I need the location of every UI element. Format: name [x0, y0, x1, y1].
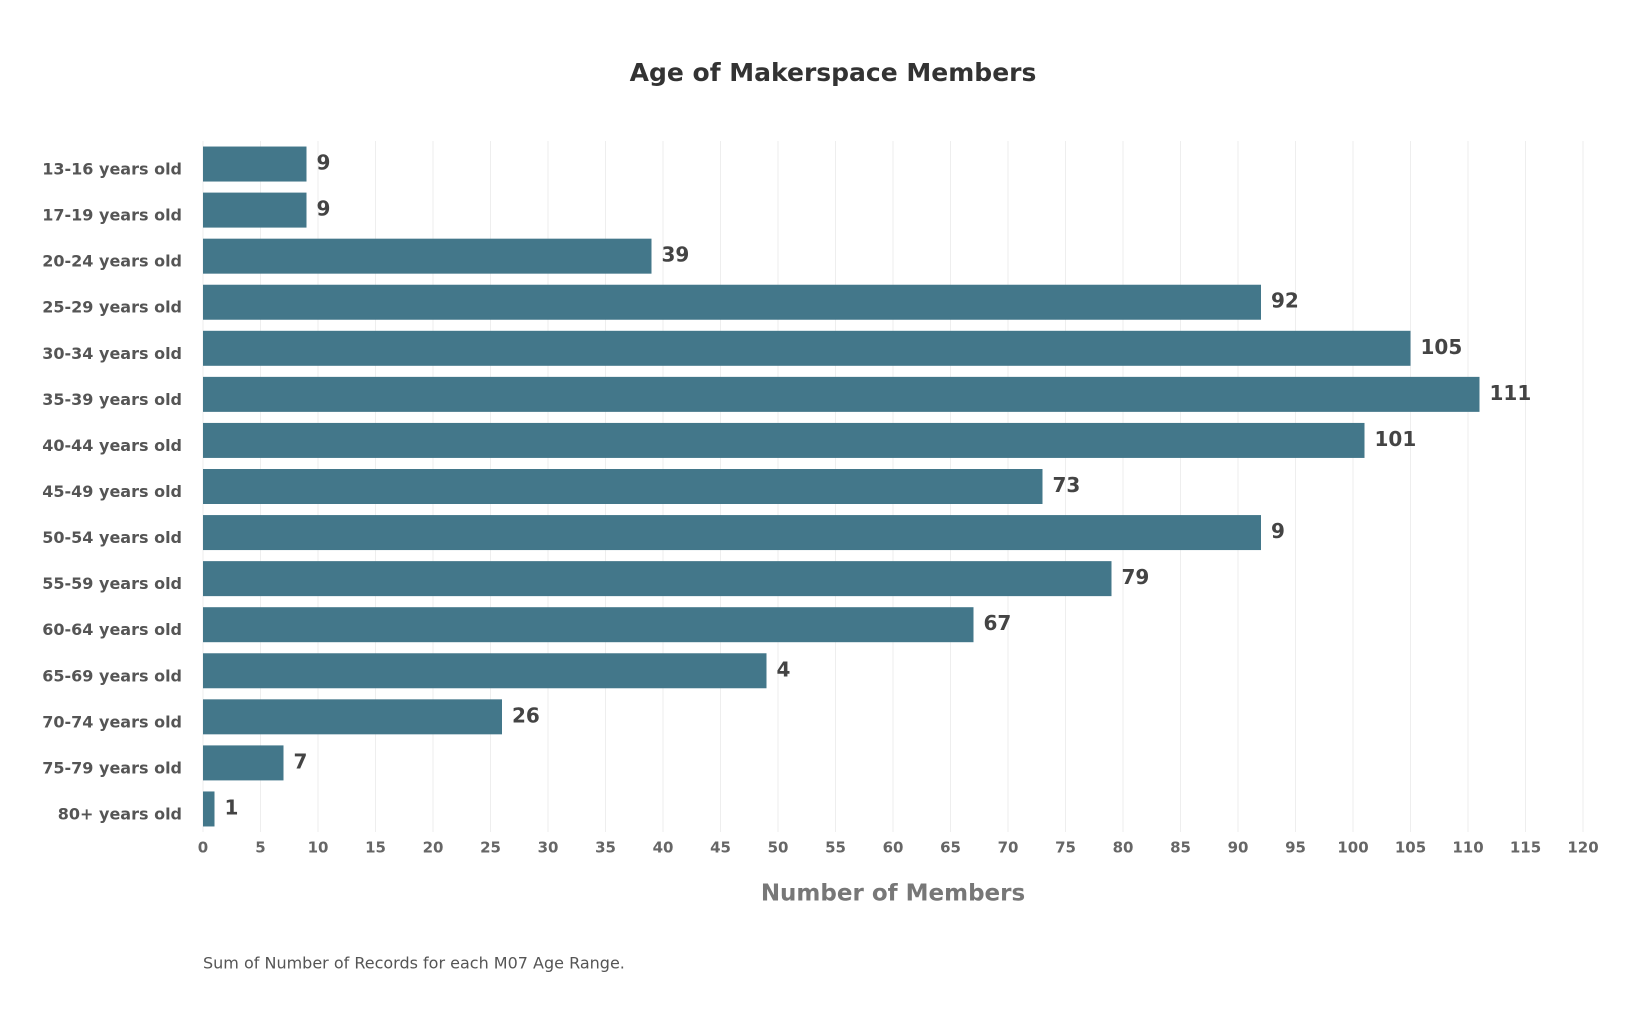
x-tick-label: 30 — [538, 839, 559, 857]
bar — [203, 192, 307, 228]
x-axis-title: Number of Members — [761, 881, 1025, 907]
x-tick-label: 45 — [710, 839, 731, 857]
bar — [203, 330, 1411, 366]
x-tick-label: 0 — [198, 839, 208, 857]
x-tick-label: 110 — [1452, 839, 1483, 857]
x-tick-label: 120 — [1567, 839, 1598, 857]
bar — [203, 238, 652, 274]
y-tick-label: 40-44 years old — [42, 436, 182, 455]
bar — [203, 469, 1043, 504]
bar — [203, 699, 502, 735]
x-tick-label: 90 — [1228, 839, 1249, 857]
bar — [203, 515, 1261, 551]
x-tick-label: 35 — [595, 839, 616, 857]
bar — [203, 146, 307, 182]
y-tick-label: 30-34 years old — [42, 344, 182, 363]
data-label: 101 — [1375, 427, 1417, 451]
y-tick-label: 45-49 years old — [42, 482, 182, 501]
x-tick-label: 100 — [1337, 839, 1368, 857]
y-tick-label: 60-64 years old — [42, 620, 182, 639]
x-tick-label: 5 — [255, 839, 265, 857]
y-tick-label: 65-69 years old — [42, 666, 182, 685]
x-tick-label: 70 — [998, 839, 1019, 857]
y-tick-label: 50-54 years old — [42, 528, 182, 547]
data-label: 73 — [1053, 473, 1081, 497]
bar — [203, 607, 974, 643]
bar — [203, 422, 1365, 458]
data-label: 9 — [1271, 519, 1285, 543]
bar — [203, 745, 284, 781]
x-tick-label: 65 — [940, 839, 961, 857]
data-label: 111 — [1490, 381, 1532, 405]
x-tick-label: 10 — [308, 839, 329, 857]
y-tick-label: 80+ years old — [58, 804, 182, 823]
data-label: 67 — [984, 611, 1012, 635]
x-tick-label: 60 — [883, 839, 904, 857]
footnote: Sum of Number of Records for each M07 Ag… — [203, 954, 625, 973]
x-tick-label: 20 — [423, 839, 444, 857]
bar — [203, 376, 1480, 412]
x-tick-label: 95 — [1285, 839, 1306, 857]
x-tick-label: 15 — [365, 839, 386, 857]
y-tick-label: 17-19 years old — [42, 206, 182, 225]
x-tick-label: 40 — [653, 839, 674, 857]
y-tick-label: 35-39 years old — [42, 390, 182, 409]
data-label: 79 — [1122, 565, 1150, 589]
data-label: 9 — [317, 197, 331, 221]
x-tick-label: 115 — [1510, 839, 1541, 857]
y-tick-label: 13-16 years old — [42, 160, 182, 179]
x-tick-label: 50 — [768, 839, 789, 857]
y-tick-label: 70-74 years old — [42, 712, 182, 731]
data-label: 26 — [512, 703, 540, 727]
bar — [203, 284, 1261, 320]
x-tick-label: 75 — [1055, 839, 1076, 857]
y-tick-label: 55-59 years old — [42, 574, 182, 593]
x-tick-label: 25 — [480, 839, 501, 857]
y-tick-label: 25-29 years old — [42, 298, 182, 317]
chart-title: Age of Makerspace Members — [630, 58, 1037, 87]
data-label: 9 — [317, 151, 331, 175]
data-label: 39 — [662, 243, 690, 267]
x-tick-label: 55 — [825, 839, 846, 857]
y-tick-label: 20-24 years old — [42, 252, 182, 271]
y-tick-label: 75-79 years old — [42, 758, 182, 777]
data-label: 1 — [225, 795, 239, 819]
x-tick-label: 105 — [1395, 839, 1426, 857]
data-label: 105 — [1421, 335, 1463, 359]
x-tick-label: 80 — [1113, 839, 1134, 857]
data-label: 4 — [777, 657, 791, 681]
data-label: 7 — [294, 749, 308, 773]
bar — [203, 791, 215, 827]
data-label: 92 — [1271, 289, 1299, 313]
bar — [203, 653, 767, 689]
x-tick-label: 85 — [1170, 839, 1191, 857]
bar — [203, 561, 1112, 597]
